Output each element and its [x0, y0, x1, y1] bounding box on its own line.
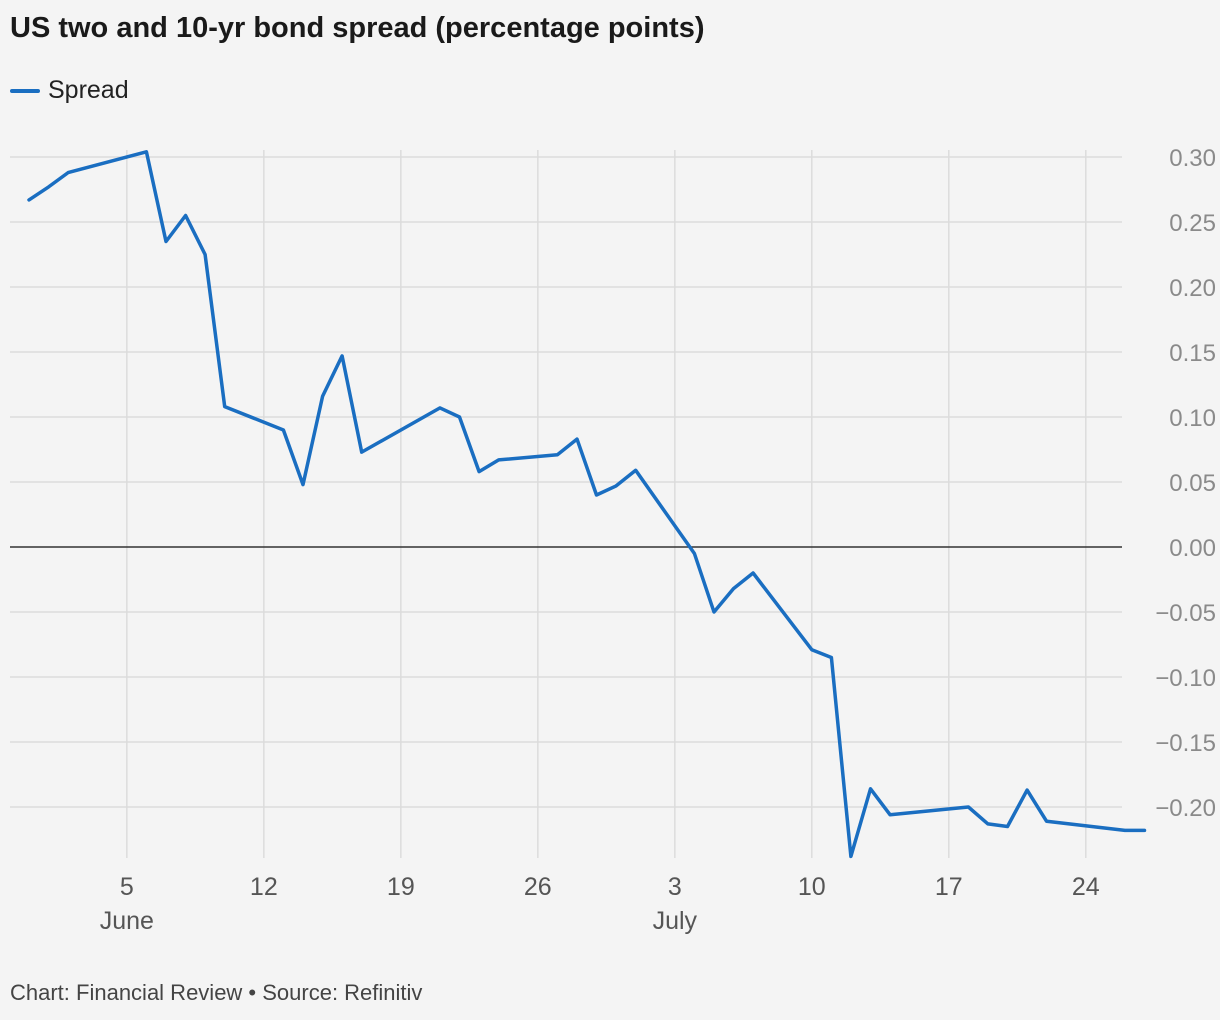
horizontal-gridlines [10, 156, 1122, 808]
x-axis-month-labels: June July [100, 907, 698, 935]
legend-swatch-spread [10, 88, 40, 93]
series-spread [27, 150, 1147, 859]
y-tick-label: 0.05 [1169, 470, 1216, 497]
x-tick-label: 24 [1072, 873, 1100, 901]
x-axis-tick-labels: 5 12 19 26 3 10 17 24 [120, 873, 1100, 901]
y-tick-label: −0.20 [1155, 795, 1216, 822]
x-tick-label: 26 [524, 873, 552, 901]
x-tick-label: 5 [120, 873, 134, 901]
series-line-spread [27, 150, 1147, 859]
legend-label-spread: Spread [48, 76, 129, 104]
x-tick-label: 12 [250, 873, 278, 901]
y-tick-label: 0.10 [1169, 405, 1216, 432]
x-tick-label: 3 [668, 873, 682, 901]
x-tick-label: 19 [387, 873, 415, 901]
y-tick-label: 0.20 [1169, 275, 1216, 302]
y-tick-label: 0.25 [1169, 210, 1216, 237]
y-axis-tick-labels: 0.30 0.25 0.20 0.15 0.10 0.05 0.00 −0.05 −0.10 −0… [1155, 145, 1216, 822]
legend: Spread [10, 76, 129, 105]
y-tick-label: −0.10 [1155, 665, 1216, 692]
y-tick-label: −0.05 [1155, 600, 1216, 627]
month-label: July [653, 907, 698, 935]
y-tick-label: −0.15 [1155, 730, 1216, 757]
chart-title: US two and 10-yr bond spread (percentage… [10, 12, 705, 44]
y-tick-label: 0.00 [1169, 535, 1216, 562]
source-note: Chart: Financial Review • Source: Refini… [10, 980, 423, 1005]
x-tick-label: 17 [935, 873, 963, 901]
month-label: June [100, 907, 154, 935]
y-tick-label: 0.30 [1169, 145, 1216, 172]
y-tick-label: 0.15 [1169, 340, 1216, 367]
x-tick-label: 10 [798, 873, 826, 901]
vertical-gridlines [126, 150, 1087, 858]
